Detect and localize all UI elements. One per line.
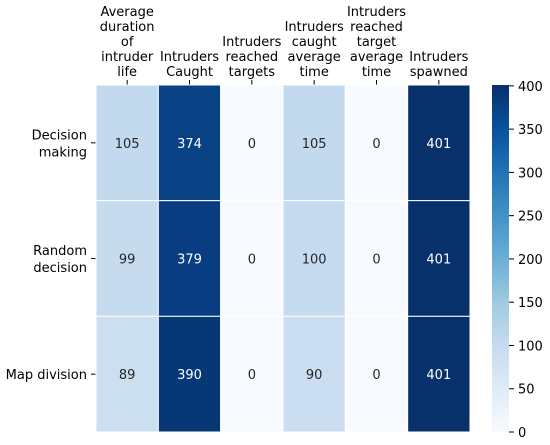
cell-value-label: 89 bbox=[119, 368, 136, 383]
svg-text:time: time bbox=[362, 65, 391, 80]
svg-text:average: average bbox=[288, 50, 341, 65]
cell-value-label: 90 bbox=[306, 368, 323, 383]
row-labels: Decision making Random decision Map division bbox=[6, 128, 96, 383]
svg-text:average: average bbox=[350, 50, 403, 65]
cell-value-label: 0 bbox=[248, 368, 256, 383]
heatmap-cell bbox=[407, 84, 471, 202]
cell-value-label: 0 bbox=[248, 253, 256, 268]
heatmap-cell bbox=[95, 315, 159, 433]
cell-value-label: 401 bbox=[426, 253, 451, 268]
colorbar-tick-label: 200 bbox=[518, 253, 543, 268]
cell-value-label: 379 bbox=[177, 253, 202, 268]
svg-text:making: making bbox=[39, 145, 87, 160]
heatmap-cell bbox=[157, 315, 222, 433]
heatmap-cell bbox=[157, 200, 222, 317]
row-label: Random decision bbox=[33, 244, 87, 276]
colorbar-tick-label: 0 bbox=[518, 426, 526, 441]
svg-text:time: time bbox=[299, 65, 328, 80]
cell-value-label: 105 bbox=[115, 137, 140, 152]
svg-text:target: target bbox=[357, 35, 397, 50]
svg-text:Intruders: Intruders bbox=[285, 20, 344, 35]
colorbar-tick-label: 50 bbox=[518, 383, 535, 398]
cell-value-label: 0 bbox=[372, 137, 380, 152]
heatmap-cell bbox=[344, 315, 409, 433]
svg-text:Random: Random bbox=[33, 244, 87, 259]
svg-text:Caught: Caught bbox=[166, 65, 213, 80]
colorbar-tick-label: 100 bbox=[518, 339, 543, 354]
cell-value-label: 374 bbox=[177, 137, 202, 152]
svg-text:Map division: Map division bbox=[6, 368, 87, 383]
row-label: Map division bbox=[6, 368, 87, 383]
cell-value-label: 100 bbox=[302, 253, 327, 268]
svg-text:Decision: Decision bbox=[32, 128, 87, 143]
cell-value-label: 0 bbox=[372, 368, 380, 383]
svg-text:reached: reached bbox=[225, 50, 278, 65]
column-labels: AveragedurationofintruderlifeIntrudersCa… bbox=[100, 5, 469, 85]
svg-text:caught: caught bbox=[292, 35, 337, 50]
svg-text:Intruders: Intruders bbox=[409, 50, 468, 65]
colorbar-tick-label: 150 bbox=[518, 296, 543, 311]
colorbar-tick-label: 250 bbox=[518, 210, 543, 225]
svg-text:of: of bbox=[121, 35, 134, 50]
svg-text:duration: duration bbox=[100, 20, 155, 35]
cell-value-label: 0 bbox=[372, 253, 380, 268]
svg-text:life: life bbox=[117, 65, 137, 80]
colorbar: 0 50 100 150 200 250 300 350 400 bbox=[492, 80, 543, 441]
cell-value-label: 105 bbox=[302, 137, 327, 152]
row-label: Decision making bbox=[32, 128, 87, 160]
svg-text:spawned: spawned bbox=[410, 65, 468, 80]
cell-value-label: 99 bbox=[119, 253, 136, 268]
heatmap-cell bbox=[282, 315, 346, 433]
svg-text:decision: decision bbox=[33, 261, 87, 276]
colorbar-gradient bbox=[492, 85, 509, 432]
svg-text:intruder: intruder bbox=[101, 50, 154, 65]
cell-value-label: 401 bbox=[426, 137, 451, 152]
heatmap-cell bbox=[344, 200, 409, 317]
cell-value-labels: 105 374 0 105 0 401 99 379 0 100 0 401 89 390 0 90 0 401 bbox=[115, 137, 451, 383]
svg-text:Intruders: Intruders bbox=[160, 50, 219, 65]
svg-text:Average: Average bbox=[100, 5, 153, 20]
colorbar-tick-label: 350 bbox=[518, 123, 543, 138]
cell-value-label: 390 bbox=[177, 368, 202, 383]
colorbar-tick-label: 400 bbox=[518, 80, 543, 95]
heatmap-cell bbox=[282, 200, 346, 317]
heatmap-cell bbox=[220, 315, 284, 433]
cell-value-label: 401 bbox=[426, 368, 451, 383]
heatmap-cell bbox=[407, 315, 471, 433]
heatmap-cell bbox=[407, 200, 471, 317]
heatmap-cell bbox=[220, 200, 284, 317]
svg-text:Intruders: Intruders bbox=[347, 5, 406, 20]
heatmap-cells bbox=[95, 84, 471, 433]
heatmap-cell bbox=[95, 200, 159, 317]
svg-text:reached: reached bbox=[350, 20, 403, 35]
svg-text:Intruders: Intruders bbox=[222, 35, 281, 50]
cell-value-label: 0 bbox=[248, 137, 256, 152]
colorbar-tick-label: 300 bbox=[518, 166, 543, 181]
svg-text:targets: targets bbox=[229, 65, 276, 80]
